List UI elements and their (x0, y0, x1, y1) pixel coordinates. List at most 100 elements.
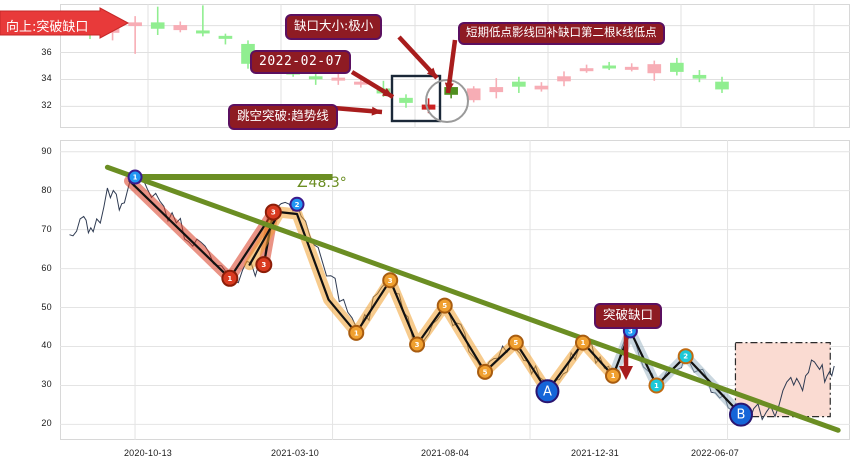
top-y-tick: 34 (41, 73, 52, 84)
wave-pivot-marker: 5 (436, 297, 453, 314)
candle-body (692, 74, 707, 79)
gap-fill-circle (425, 79, 469, 123)
wave-pivot-marker: 3 (255, 256, 273, 274)
top-y-tick: 32 (41, 100, 52, 111)
wave-pivot-dot (728, 402, 753, 427)
candle-body (670, 62, 684, 72)
wave-pivot-marker: 1 (221, 269, 239, 287)
wave-pivot-label: 1 (133, 174, 138, 182)
callout-short-term-low: 短期低点影线回补缺口第二根k线低点 (458, 22, 665, 45)
main-x-tick: 2021-03-10 (270, 448, 320, 458)
callout-gap-breakout-trendline: 跳空突破:趋势线 (228, 104, 338, 130)
candle-body (602, 65, 616, 69)
candle-body (557, 76, 571, 82)
wave-pivot-dot (409, 336, 426, 353)
candle-body (218, 35, 233, 39)
candle (218, 33, 233, 45)
wave-markers: 1 1 3 3 2 1 3 3 5 5 5 A 1 1 3 1 2 B (127, 169, 753, 427)
wave-pivot-dot (535, 379, 560, 404)
wave-pivot-label: 1 (227, 275, 232, 283)
main-x-tick: 2021-08-04 (420, 448, 470, 458)
wave-pivot-dot (648, 377, 665, 394)
wave-pivot-marker: 2 (677, 348, 694, 365)
candle (692, 70, 707, 83)
descending-trendline (104, 164, 841, 433)
candle (602, 61, 616, 71)
top-y-tick: 36 (41, 46, 52, 57)
candle-body (489, 87, 504, 93)
candle (512, 76, 526, 93)
wave-pivot-label: 3 (261, 261, 266, 269)
candle (196, 5, 210, 37)
wave-pivot-label: 2 (295, 201, 300, 209)
wave-pivot-label: 3 (628, 327, 633, 335)
wave-pivot-marker: 1 (127, 169, 143, 185)
wave-pivot-label: 5 (483, 368, 488, 376)
wave-pivot-label: 5 (442, 302, 447, 310)
candle-body (579, 68, 594, 72)
wave-pivot-marker: 1 (348, 324, 365, 341)
wave-pivot-label: A (543, 384, 552, 399)
wave-pivot-label: 2 (683, 353, 688, 361)
main-y-tick: 50 (41, 301, 52, 312)
candle (715, 76, 729, 93)
wave-pivot-marker: 1 (574, 334, 591, 351)
main-chart-group (60, 140, 850, 440)
wave-pivot-label: 5 (513, 339, 518, 347)
wave-pivot-marker: 2 (289, 196, 305, 212)
wave-pivot-label: B (737, 408, 746, 423)
arrow-head (444, 82, 454, 93)
candle (647, 60, 662, 81)
wave-pivot-label: 1 (654, 382, 659, 390)
candle-body (624, 66, 639, 70)
main-y-tick: 80 (41, 184, 52, 195)
wave-pivot-dot (127, 169, 143, 185)
arrow-gap-date (350, 70, 395, 99)
wave-pivot-dot (264, 203, 282, 221)
candle (534, 82, 549, 92)
arrow-breakout-gap (619, 330, 633, 380)
candle-body (399, 97, 413, 103)
main-x-tick: 2021-12-31 (570, 448, 620, 458)
callout-breakout-gap: 突破缺口 (594, 303, 663, 329)
candle (128, 16, 142, 54)
main-y-tick: 60 (41, 262, 52, 273)
candle-body (512, 81, 526, 87)
candle (557, 71, 571, 87)
candle-body (196, 30, 210, 34)
candle (399, 94, 413, 108)
candle-body (128, 22, 142, 27)
main-x-tick: 2022-06-07 (690, 448, 740, 458)
candle (670, 57, 684, 76)
arrow-gap-breakout (333, 105, 383, 116)
wave-pivot-label: 1 (581, 339, 586, 347)
wave-pivot-marker: 5 (507, 334, 524, 351)
candle-body (647, 64, 662, 74)
wave-pivot-marker: 3 (382, 272, 399, 289)
wave-pivot-label: 3 (388, 277, 393, 285)
arrow-gap-size (397, 35, 439, 80)
main-y-tick: 30 (41, 379, 52, 390)
candle-body (331, 77, 346, 81)
wave-pivot-marker: B (728, 402, 753, 427)
wave-pivot-dot (255, 256, 273, 274)
wave-pivot-marker: 5 (477, 363, 494, 380)
candle-body (308, 76, 323, 80)
main-y-tick: 70 (41, 223, 52, 234)
main-y-tick: 90 (41, 145, 52, 156)
arrow-short-term-low (444, 39, 458, 94)
trendline-angle-label: ∠48.3° (296, 175, 347, 191)
price-line (69, 170, 835, 423)
wave-pivot-dot (477, 363, 494, 380)
candle (150, 6, 165, 35)
candle (579, 64, 594, 73)
callout-gap-date: 2022-02-07 (250, 50, 352, 74)
candle-body (173, 25, 188, 31)
wave-pivot-label: 1 (354, 329, 359, 337)
wave-pivot-label: 3 (271, 209, 276, 217)
arrow-head (382, 87, 393, 97)
wave-pivot-dot (382, 272, 399, 289)
wave-pivot-label: 3 (415, 341, 420, 349)
